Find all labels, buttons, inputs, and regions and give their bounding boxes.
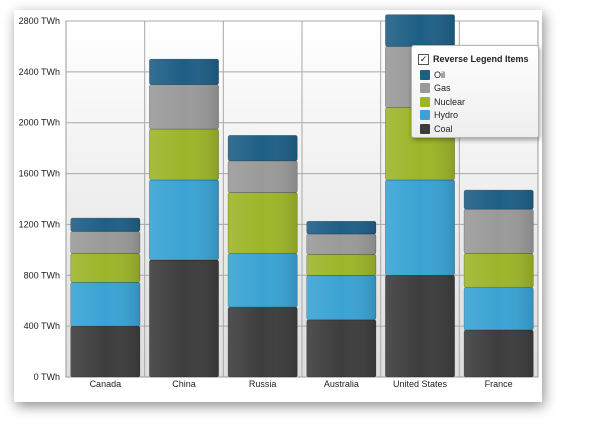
bar-segment-coal[interactable] <box>149 259 219 378</box>
legend-items: Oil Gas Nuclear Hydro Coal <box>412 68 538 136</box>
x-tick-label: Australia <box>324 379 359 389</box>
bar-segment-coal[interactable] <box>70 325 141 378</box>
y-tick-label: 2000 TWh <box>19 118 60 128</box>
y-tick-label: 1200 TWh <box>19 219 60 229</box>
x-tick-label: France <box>485 379 513 389</box>
bar-segment-oil[interactable] <box>227 135 298 162</box>
x-tick-label: China <box>172 379 196 389</box>
bar-segment-nuclear[interactable] <box>70 253 141 283</box>
bar-segment-gas[interactable] <box>306 233 377 255</box>
legend-swatch <box>420 110 430 121</box>
bar-segment-oil[interactable] <box>306 220 377 235</box>
legend-item-gas: Gas <box>420 82 538 96</box>
legend-title: Reverse Legend Items <box>433 54 529 64</box>
bar-segment-oil[interactable] <box>385 14 455 47</box>
legend-swatch <box>420 96 430 107</box>
bar-segment-nuclear[interactable] <box>463 253 534 288</box>
bar-segment-gas[interactable] <box>70 231 141 254</box>
legend-header[interactable]: ✓ Reverse Legend Items <box>418 50 538 68</box>
legend-swatch <box>420 123 430 134</box>
bar-segment-gas[interactable] <box>463 208 534 254</box>
legend-item-oil: Oil <box>420 68 538 82</box>
bar-segment-nuclear[interactable] <box>227 192 298 254</box>
legend: ✓ Reverse Legend Items Oil Gas Nuclear H… <box>411 45 539 138</box>
y-tick-label: 2400 TWh <box>19 67 60 77</box>
bar-segment-oil[interactable] <box>463 189 534 210</box>
x-tick-label: Canada <box>90 379 122 389</box>
bar-segment-gas[interactable] <box>227 160 298 193</box>
y-tick-label: 800 TWh <box>24 270 60 280</box>
bar-segment-hydro[interactable] <box>306 274 377 321</box>
legend-label: Hydro <box>434 110 459 121</box>
bar-segment-coal[interactable] <box>463 329 534 378</box>
bar-segment-hydro[interactable] <box>227 253 298 308</box>
legend-label: Oil <box>434 69 445 80</box>
legend-item-coal: Coal <box>420 122 538 136</box>
legend-swatch <box>420 83 430 94</box>
legend-item-nuclear: Nuclear <box>420 95 538 109</box>
bar-segment-hydro[interactable] <box>70 281 141 327</box>
legend-label: Gas <box>434 83 451 94</box>
y-tick-label: 400 TWh <box>24 321 60 331</box>
bar-segment-oil[interactable] <box>70 217 141 232</box>
reverse-legend-checkbox[interactable]: ✓ <box>418 53 429 65</box>
legend-item-hydro: Hydro <box>420 109 538 123</box>
bar-segment-nuclear[interactable] <box>149 128 219 181</box>
chart-card: 0 TWh 400 TWh 800 TWh 1200 TWh 1600 TWh 2000 … <box>14 10 542 402</box>
y-tick-label: 2800 TWh <box>19 16 60 26</box>
x-tick-label: Russia <box>249 379 277 389</box>
legend-label: Coal <box>434 123 453 134</box>
legend-swatch <box>420 69 430 80</box>
bar-segment-gas[interactable] <box>149 84 219 130</box>
bar-segment-hydro[interactable] <box>149 179 219 261</box>
y-tick-label: 1600 TWh <box>19 169 60 179</box>
bar-segment-coal[interactable] <box>385 274 455 378</box>
bar-segment-oil[interactable] <box>149 58 219 85</box>
bar-segment-hydro[interactable] <box>385 179 455 276</box>
y-tick-label: 0 TWh <box>34 372 60 382</box>
bar-segment-nuclear[interactable] <box>306 254 377 276</box>
bar-segment-hydro[interactable] <box>463 287 534 331</box>
bar-segment-coal[interactable] <box>227 306 298 378</box>
x-tick-label: United States <box>393 379 448 389</box>
bar-segment-coal[interactable] <box>306 319 377 378</box>
legend-label: Nuclear <box>434 96 466 107</box>
